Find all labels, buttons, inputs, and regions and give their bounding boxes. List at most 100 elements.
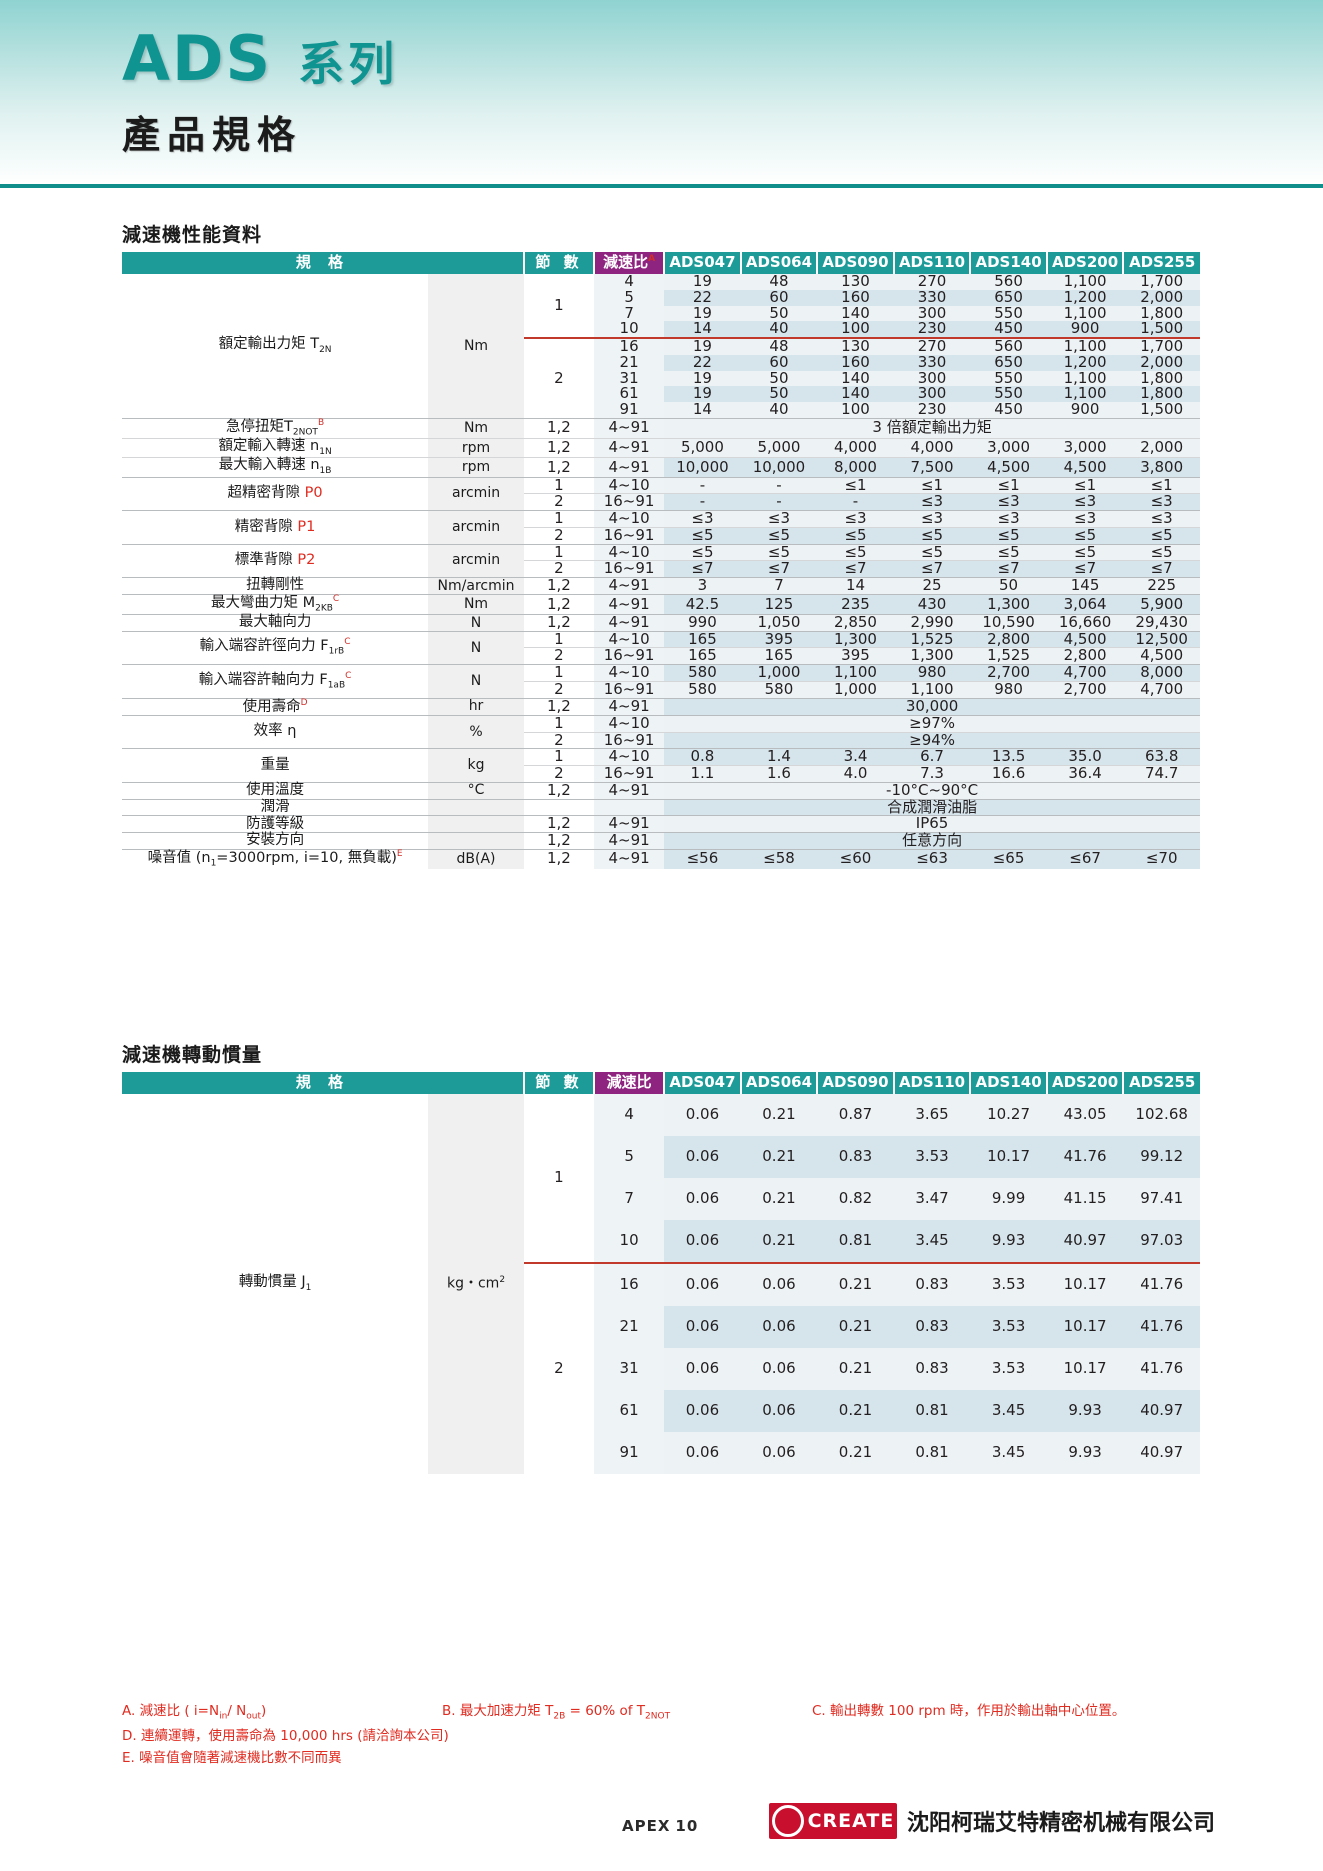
row-label: 超精密背隙 P0 [122, 476, 429, 511]
merged-value: 30,000 [664, 697, 1200, 716]
value-cell: 0.21 [740, 1178, 818, 1220]
value-cell: 0.06 [664, 1306, 741, 1348]
value-cell: 560 [970, 273, 1047, 290]
value-cell: ≤63 [893, 848, 971, 869]
value-cell: 0.06 [664, 1390, 741, 1432]
row-label: 輸入端容許軸向力 F1aBC [122, 664, 429, 699]
value-cell: 48 [740, 273, 818, 290]
value-cell: 1,100 [893, 680, 971, 699]
page-header-banner: ADS 系列 產品規格 [0, 0, 1323, 188]
col-model-4: ADS140 [970, 252, 1048, 274]
col-spec: 規 格 [122, 252, 525, 274]
ratio-cell: 16~91 [594, 493, 665, 511]
col2-model-4: ADS140 [970, 1072, 1048, 1094]
table-row: 10 14 40 100 230 450 900 1,500 [122, 320, 1200, 338]
value-cell: 50 [740, 385, 818, 402]
table-row: 5 22 60 160 330 650 1,200 2,000 [122, 289, 1200, 306]
value-cell: ≤3 [817, 510, 894, 528]
value-cell: 10,590 [970, 613, 1047, 632]
brand-title-line: ADS 系列 [122, 28, 1323, 90]
ratio-cell: 31 [594, 1348, 665, 1390]
ratio-cell: 4~10 [594, 664, 665, 682]
ratio-cell: 91 [594, 1432, 665, 1474]
table-row: 2 16~91 ≤5 ≤5 ≤5 ≤5 ≤5 ≤5 ≤5 [122, 526, 1200, 545]
value-cell: 0.06 [664, 1178, 741, 1220]
value-cell: ≤67 [1046, 848, 1124, 869]
row-unit [428, 798, 524, 816]
value-cell: 0.83 [893, 1262, 971, 1306]
value-cell: 4,500 [1046, 630, 1124, 648]
value-cell: ≤3 [893, 510, 971, 528]
value-cell: 270 [893, 273, 971, 290]
value-cell: ≤5 [970, 543, 1047, 561]
ratio-cell: 61 [594, 1390, 665, 1432]
value-cell: ≤5 [893, 526, 971, 545]
value-cell: 0.21 [740, 1136, 818, 1178]
footnotes: A. 減速比 ( i=Nin/ Nout) B. 最大加速力矩 T2B = 60… [122, 1700, 1212, 1769]
table-row: 2 16 19 48 130 270 560 1,100 1,700 [122, 336, 1200, 419]
value-cell: 1,000 [740, 664, 818, 682]
row-unit [428, 815, 524, 833]
value-cell: 3,800 [1123, 457, 1200, 478]
row-label: 輸入端容許徑向力 F1rBC [122, 630, 429, 665]
row-unit: N [428, 630, 524, 665]
value-cell: 990 [664, 613, 741, 632]
section1-title: 減速機性能資料 [122, 224, 263, 246]
value-cell: 2,800 [1046, 647, 1124, 665]
ratio-cell: 4~91 [594, 417, 665, 439]
value-cell: 580 [664, 664, 741, 682]
table-row: 7 19 50 140 300 550 1,100 1,800 [122, 305, 1200, 322]
value-cell: 1,100 [817, 664, 894, 682]
value-cell: ≤58 [740, 848, 818, 869]
row-label: 最大軸向力 [122, 613, 429, 632]
value-cell: ≤5 [740, 543, 818, 561]
value-cell: 10.17 [970, 1136, 1047, 1178]
value-cell: 10.27 [970, 1094, 1047, 1136]
ratio-cell: 7 [594, 1178, 665, 1220]
page-footer: APEX 10 CREATE 沈阳柯瑞艾特精密机械有限公司 [0, 1799, 1323, 1855]
value-cell: 2,850 [817, 613, 894, 632]
ratio-cell: 31 [594, 370, 665, 387]
value-cell: 0.81 [817, 1220, 894, 1263]
table-row: 精密背隙 P1 arcmin 1 4~10 ≤3 ≤3 ≤3 ≤3 ≤3 ≤3 ≤3 [122, 510, 1200, 545]
page-subtitle: 產品規格 [122, 113, 303, 157]
value-cell: 330 [893, 354, 971, 371]
value-cell: 40 [740, 401, 818, 419]
row-label: 最大輸入轉速 n1B [122, 457, 429, 478]
table-row: 效率 η% 1 4~10 ≥97% [122, 714, 1200, 749]
ratio-cell: 4~10 [594, 630, 665, 648]
value-cell: 2,800 [970, 630, 1047, 648]
value-cell: 1,200 [1046, 289, 1124, 306]
value-cell: 6.7 [893, 748, 971, 766]
row-stage: 1,2 [523, 457, 595, 478]
table-row: 輸入端容許軸向力 F1aBC N 1 4~10 580 1,000 1,100 980 2,70… [122, 664, 1200, 699]
value-cell: ≤3 [1123, 510, 1200, 528]
footnote-c: C. 輸出轉數 100 rpm 時，作用於輸出軸中心位置。 [812, 1703, 1126, 1719]
col2-model-3: ADS110 [893, 1072, 972, 1094]
table-row: 額定輸出力矩 T2N Nm 1 4 19 48 130 270 560 1,100 1,700 [122, 273, 1200, 419]
value-cell: 550 [970, 385, 1047, 402]
ratio-cell: 4~91 [594, 457, 665, 478]
value-cell: 165 [664, 630, 741, 648]
row-label: 重量 [122, 748, 429, 783]
value-cell: 19 [664, 305, 741, 322]
value-cell: 3 [664, 577, 741, 595]
table-row: 防護等級 1,2 4~91 IP65 [122, 815, 1200, 833]
value-cell: 0.21 [817, 1306, 894, 1348]
performance-table: 規 格 節 數 減速比A ADS047 ADS064 ADS090 ADS110… [122, 252, 1200, 869]
value-cell: 4,500 [1046, 457, 1124, 478]
value-cell: 0.21 [817, 1432, 894, 1474]
value-cell: 1,050 [740, 613, 818, 632]
value-cell: - [664, 493, 741, 511]
value-cell: 0.21 [817, 1348, 894, 1390]
table-row: 7 0.06 0.21 0.82 3.47 9.99 41.15 97.41 [122, 1178, 1200, 1220]
value-cell: ≤70 [1123, 848, 1200, 869]
series-label: 系列 [298, 37, 399, 91]
value-cell: 330 [893, 289, 971, 306]
table-row: 21 0.06 0.06 0.21 0.83 3.53 10.17 41.76 [122, 1306, 1200, 1348]
table1-header-row: 規 格 節 數 減速比A ADS047 ADS064 ADS090 ADS110… [122, 252, 1200, 274]
value-cell: 0.8 [664, 748, 741, 766]
value-cell: ≤5 [817, 526, 894, 545]
row-unit: rpm [428, 437, 524, 458]
value-cell: 0.06 [664, 1262, 741, 1306]
